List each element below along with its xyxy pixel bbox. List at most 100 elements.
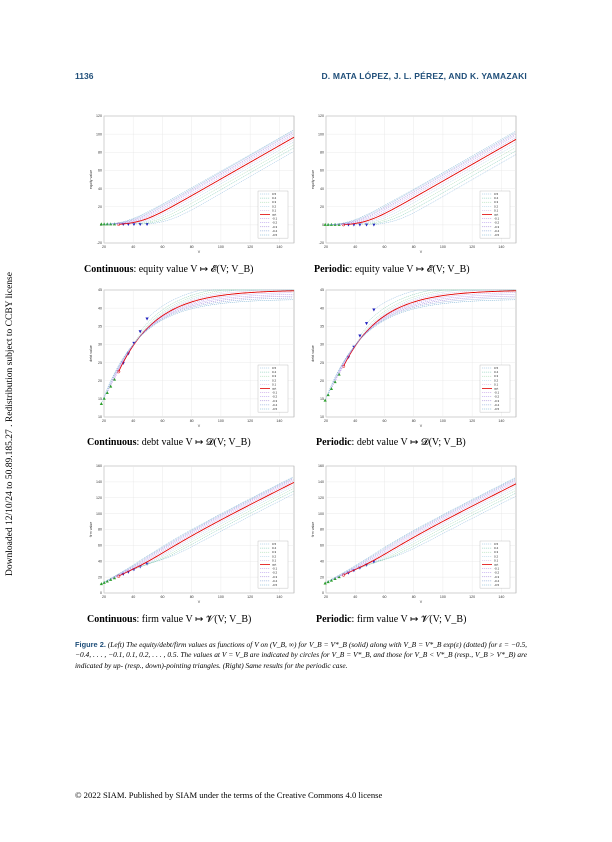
x-tick-label: 140 (276, 419, 282, 423)
marker-down-triangle (138, 223, 142, 227)
legend-entry: 0.4 (494, 196, 499, 200)
series-line-dotted (325, 477, 516, 584)
y-tick-label: 140 (96, 480, 102, 484)
x-tick-label: 140 (276, 595, 282, 599)
legend-entry: -0.1 (272, 567, 278, 571)
series-line-dotted (110, 479, 294, 580)
marker-down-triangle (358, 223, 362, 227)
marker-up-triangle (329, 578, 334, 582)
legend-entry: -0.3 (272, 399, 278, 403)
series-line-opt (118, 481, 295, 577)
x-tick-label: 140 (498, 245, 504, 249)
series-line-dotted (123, 139, 293, 225)
page-header: 1136 D. MATA LÓPEZ, J. L. PÉREZ, AND K. … (75, 71, 527, 83)
series-line-dotted (328, 478, 516, 583)
legend-entry: -0.5 (494, 233, 500, 237)
chart-firm-periodic: 20 40 60 80 100 120 140020406080100120140160Vf… (311, 464, 517, 604)
series-line-opt (118, 290, 295, 372)
marker-up-triangle (109, 577, 113, 581)
legend-entry: 0.5 (494, 542, 499, 546)
legend-entry: 0.3 (272, 200, 277, 204)
x-tick-label: 80 (190, 245, 194, 249)
legend-entry: 0.5 (272, 542, 277, 546)
legend-entry: -0.3 (494, 225, 500, 229)
series-line-dotted (348, 142, 516, 225)
x-tick-label: 100 (440, 595, 446, 599)
legend-entry: -0.1 (494, 391, 500, 395)
y-tick-label: 20 (98, 379, 102, 383)
series-line-dotted (147, 493, 294, 564)
legend-entry: -0.3 (494, 399, 500, 403)
y-tick-label: 20 (98, 575, 102, 579)
series-line-dotted (373, 496, 516, 563)
y-tick-label: 20 (320, 575, 324, 579)
legend-entry: -0.2 (272, 221, 278, 225)
series-line-dotted (338, 481, 517, 578)
caption-firm-periodic: Periodic: firm value V ↦ 𝓥(V; V_B) (316, 614, 467, 625)
legend-entry: 0.5 (272, 366, 277, 370)
legend-entry: -0.2 (494, 571, 500, 575)
series-line-dotted (107, 295, 293, 393)
marker-up-triangle (326, 393, 330, 397)
y-axis-label: debt value (89, 345, 93, 362)
marker-up-triangle (105, 391, 109, 395)
series-line-dotted (359, 289, 515, 336)
series-line-dotted (128, 141, 294, 225)
series-line-dotted (101, 299, 293, 404)
legend-entry: 0.3 (494, 200, 499, 204)
x-axis-label: V (198, 250, 201, 254)
footer-license: © 2022 SIAM. Published by SIAM under the… (75, 790, 383, 800)
y-tick-label: 45 (98, 288, 102, 292)
x-tick-label: 40 (353, 595, 357, 599)
series-line-dotted (128, 486, 294, 573)
x-tick-label: 40 (131, 245, 135, 249)
y-axis-label: debt value (311, 345, 315, 362)
legend-entry: -0.5 (272, 407, 278, 411)
marker-up-triangle (99, 582, 103, 586)
legend-entry: 0.1 (494, 208, 499, 212)
series-line-dotted (353, 488, 515, 571)
legend-entry: 0.1 (272, 208, 277, 212)
x-tick-label: 60 (382, 245, 386, 249)
y-tick-label: 80 (98, 528, 102, 532)
y-tick-label: 20 (98, 205, 102, 209)
x-tick-label: 20 (102, 595, 106, 599)
legend-entry: 0.2 (272, 378, 277, 382)
y-tick-label: 160 (96, 464, 102, 468)
chart-firm-continuous: 20 40 60 80 100 120 140020406080100120140160Vf… (89, 464, 295, 604)
series-line-opt (118, 136, 295, 225)
x-tick-label: 120 (469, 595, 475, 599)
caption-equity-continuous: Continuous: equity value V ↦ 𝓔(V; V_B) (84, 264, 254, 275)
marker-up-triangle (323, 581, 327, 585)
chart-equity-periodic: 20 40 60 80 100 120 140 -20 0 20 40 60 80 100 120 Vequi… (311, 114, 517, 254)
y-tick-label: 140 (318, 480, 324, 484)
y-tick-label: 0 (100, 591, 102, 595)
series-line-dotted (114, 135, 293, 225)
series-line-dotted (110, 133, 294, 225)
y-tick-label: 120 (318, 496, 324, 500)
y-tick-label: 35 (98, 324, 102, 328)
y-tick-label: 0 (322, 591, 324, 595)
y-tick-label: 60 (98, 169, 102, 173)
series-line-dotted (353, 144, 515, 225)
series-line-dotted (101, 476, 293, 585)
y-tick-label: -20 (97, 241, 102, 245)
legend-entry: -0.4 (494, 229, 500, 233)
legend-entry: -0.4 (272, 229, 278, 233)
series-line-dotted (114, 481, 293, 579)
marker-down-triangle (358, 334, 362, 338)
legend-entry: opt (494, 563, 498, 567)
series-line-dotted (140, 147, 294, 225)
legend-entry: -0.5 (494, 583, 500, 587)
legend-entry: 0.2 (494, 204, 499, 208)
x-tick-label: 20 (324, 595, 328, 599)
y-tick-label: 20 (320, 205, 324, 209)
series-line-dotted (366, 493, 516, 566)
y-tick-label: 40 (320, 559, 324, 563)
marker-up-triangle (326, 222, 330, 226)
x-tick-label: 40 (353, 245, 357, 249)
series-line-dotted (335, 135, 515, 225)
legend-entry: -0.5 (272, 583, 278, 587)
caption-debt-periodic: Periodic: debt value V ↦ 𝓓(V; V_B) (316, 437, 466, 448)
y-tick-label: 100 (96, 512, 102, 516)
